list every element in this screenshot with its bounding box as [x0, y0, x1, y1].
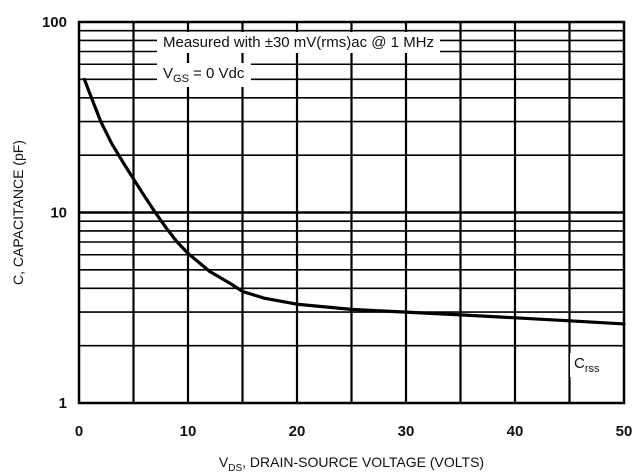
x-axis-label: VDS, DRAIN-SOURCE VOLTAGE (VOLTS)	[219, 454, 484, 474]
x-tick-label: 0	[75, 423, 83, 440]
x-tick-label: 40	[507, 423, 524, 440]
x-axis-text: , DRAIN-SOURCE VOLTAGE (VOLTS)	[242, 454, 484, 470]
vgs-subscript: GS	[173, 73, 189, 85]
series-layer	[82, 77, 626, 326]
vgs-value: = 0 Vdc	[189, 65, 245, 82]
y-tick-label: 1	[59, 395, 67, 412]
x-tick-labels: 0 10 20 30 40 50	[75, 423, 633, 440]
y-tick-label: 10	[50, 205, 67, 222]
annotation-vgs-text: VGS = 0 Vdc	[163, 65, 245, 85]
series-label-crss: Crss	[570, 353, 605, 377]
y-tick-label: 100	[42, 14, 67, 31]
x-tick-label: 20	[289, 423, 306, 440]
crss-symbol: C	[574, 355, 585, 372]
x-tick-label: 30	[398, 423, 415, 440]
plot-frame	[77, 20, 626, 405]
annotation-measured: Measured with ±30 mV(rms)ac @ 1 MHz	[157, 32, 441, 53]
annotation-measured-text: Measured with ±30 mV(rms)ac @ 1 MHz	[163, 34, 434, 51]
y-axis-label: C, CAPACITANCE (pF)	[10, 140, 26, 285]
series-label-crss-text: Crss	[574, 355, 600, 375]
x-tick-label: 10	[180, 423, 197, 440]
annotation-vgs: VGS = 0 Vdc	[157, 63, 251, 87]
y-tick-labels: 1 10 100	[42, 14, 67, 412]
x-axis-subscript: DS	[228, 463, 242, 474]
x-axis-symbol: V	[219, 454, 229, 470]
crss-subscript: rss	[585, 363, 600, 375]
x-tick-label: 50	[616, 423, 633, 440]
series-line-0	[82, 77, 626, 326]
vgs-symbol: V	[163, 65, 173, 82]
